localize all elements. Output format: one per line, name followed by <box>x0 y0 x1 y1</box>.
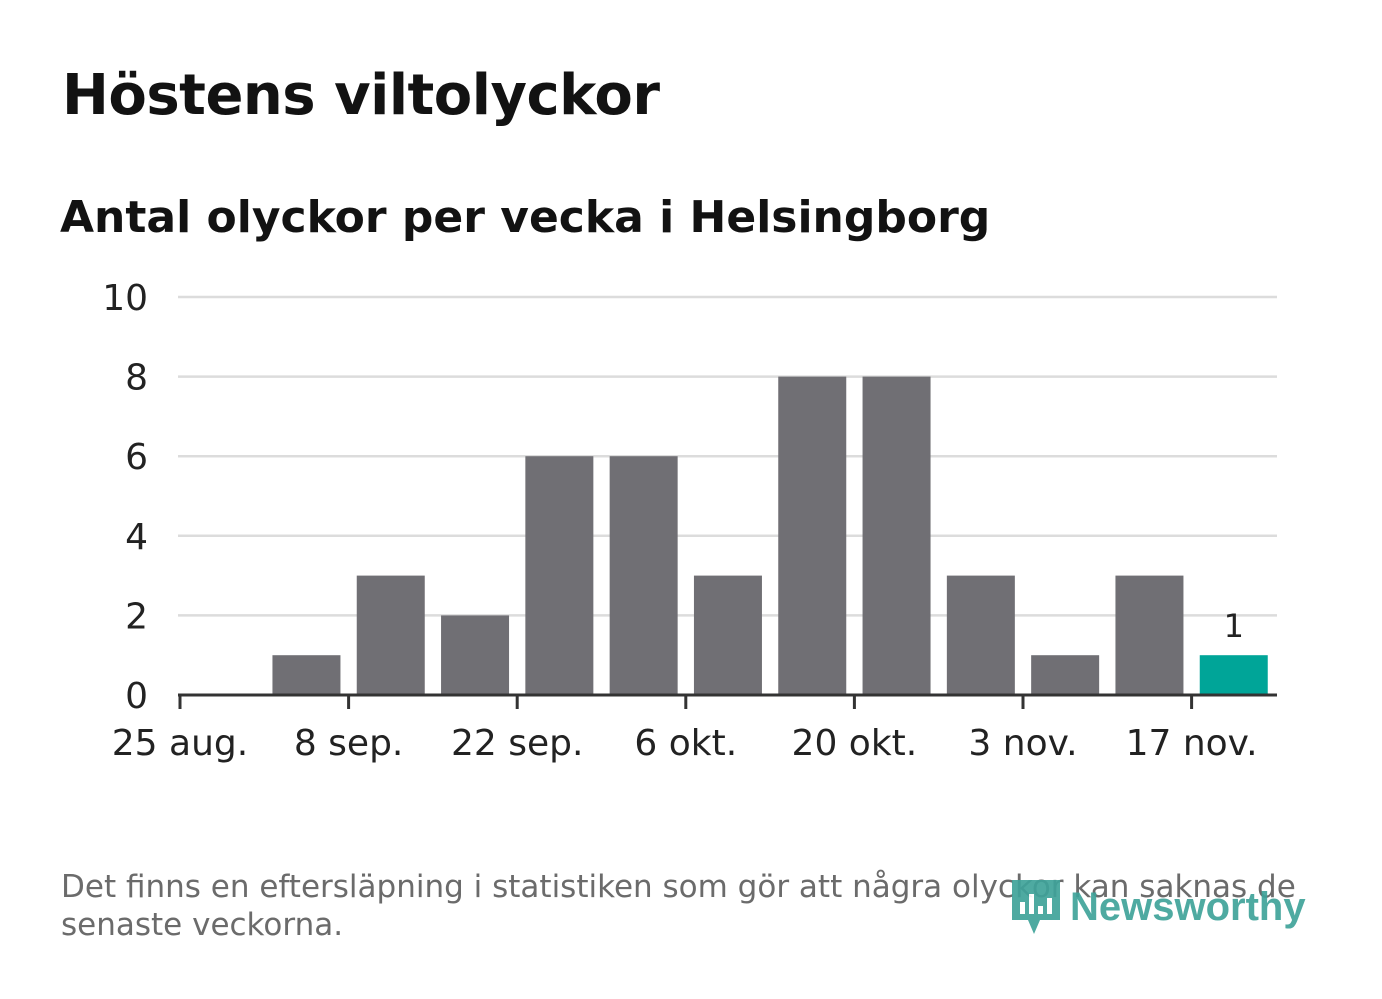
newsworthy-logo: Newsworthy <box>1010 876 1306 938</box>
bar <box>1031 655 1100 695</box>
bar <box>272 655 341 695</box>
data-label: 1 <box>1224 607 1244 645</box>
y-tick-label: 10 <box>102 278 148 319</box>
x-tick-label: 6 okt. <box>634 723 737 764</box>
chart-title: Höstens viltolyckor <box>62 63 660 128</box>
y-tick-label: 0 <box>125 676 148 717</box>
bar <box>525 456 594 695</box>
bar <box>862 376 931 695</box>
x-tick-label: 20 okt. <box>792 723 918 764</box>
newsworthy-logo-text: Newsworthy <box>1070 884 1306 929</box>
y-tick-label: 2 <box>125 596 148 637</box>
y-tick-label: 4 <box>125 517 148 558</box>
y-tick-label: 6 <box>125 437 148 478</box>
x-tick-label: 8 sep. <box>294 723 404 764</box>
x-tick-label: 17 nov. <box>1126 723 1258 764</box>
bar <box>693 575 762 695</box>
bar <box>356 575 425 695</box>
x-tick-label: 25 aug. <box>112 723 248 764</box>
bar <box>778 376 847 695</box>
y-tick-label: 8 <box>125 358 148 399</box>
footnote: Det finns en eftersläpning i statistiken… <box>61 869 1296 943</box>
bar <box>441 615 510 695</box>
bar <box>609 456 678 695</box>
x-tick-label: 22 sep. <box>451 723 583 764</box>
bar <box>1115 575 1184 695</box>
newsworthy-logo-icon <box>1012 880 1060 934</box>
bar <box>946 575 1015 695</box>
x-tick-label: 3 nov. <box>968 723 1077 764</box>
chart-subtitle: Antal olyckor per vecka i Helsingborg <box>60 192 991 243</box>
bar <box>1199 655 1268 695</box>
